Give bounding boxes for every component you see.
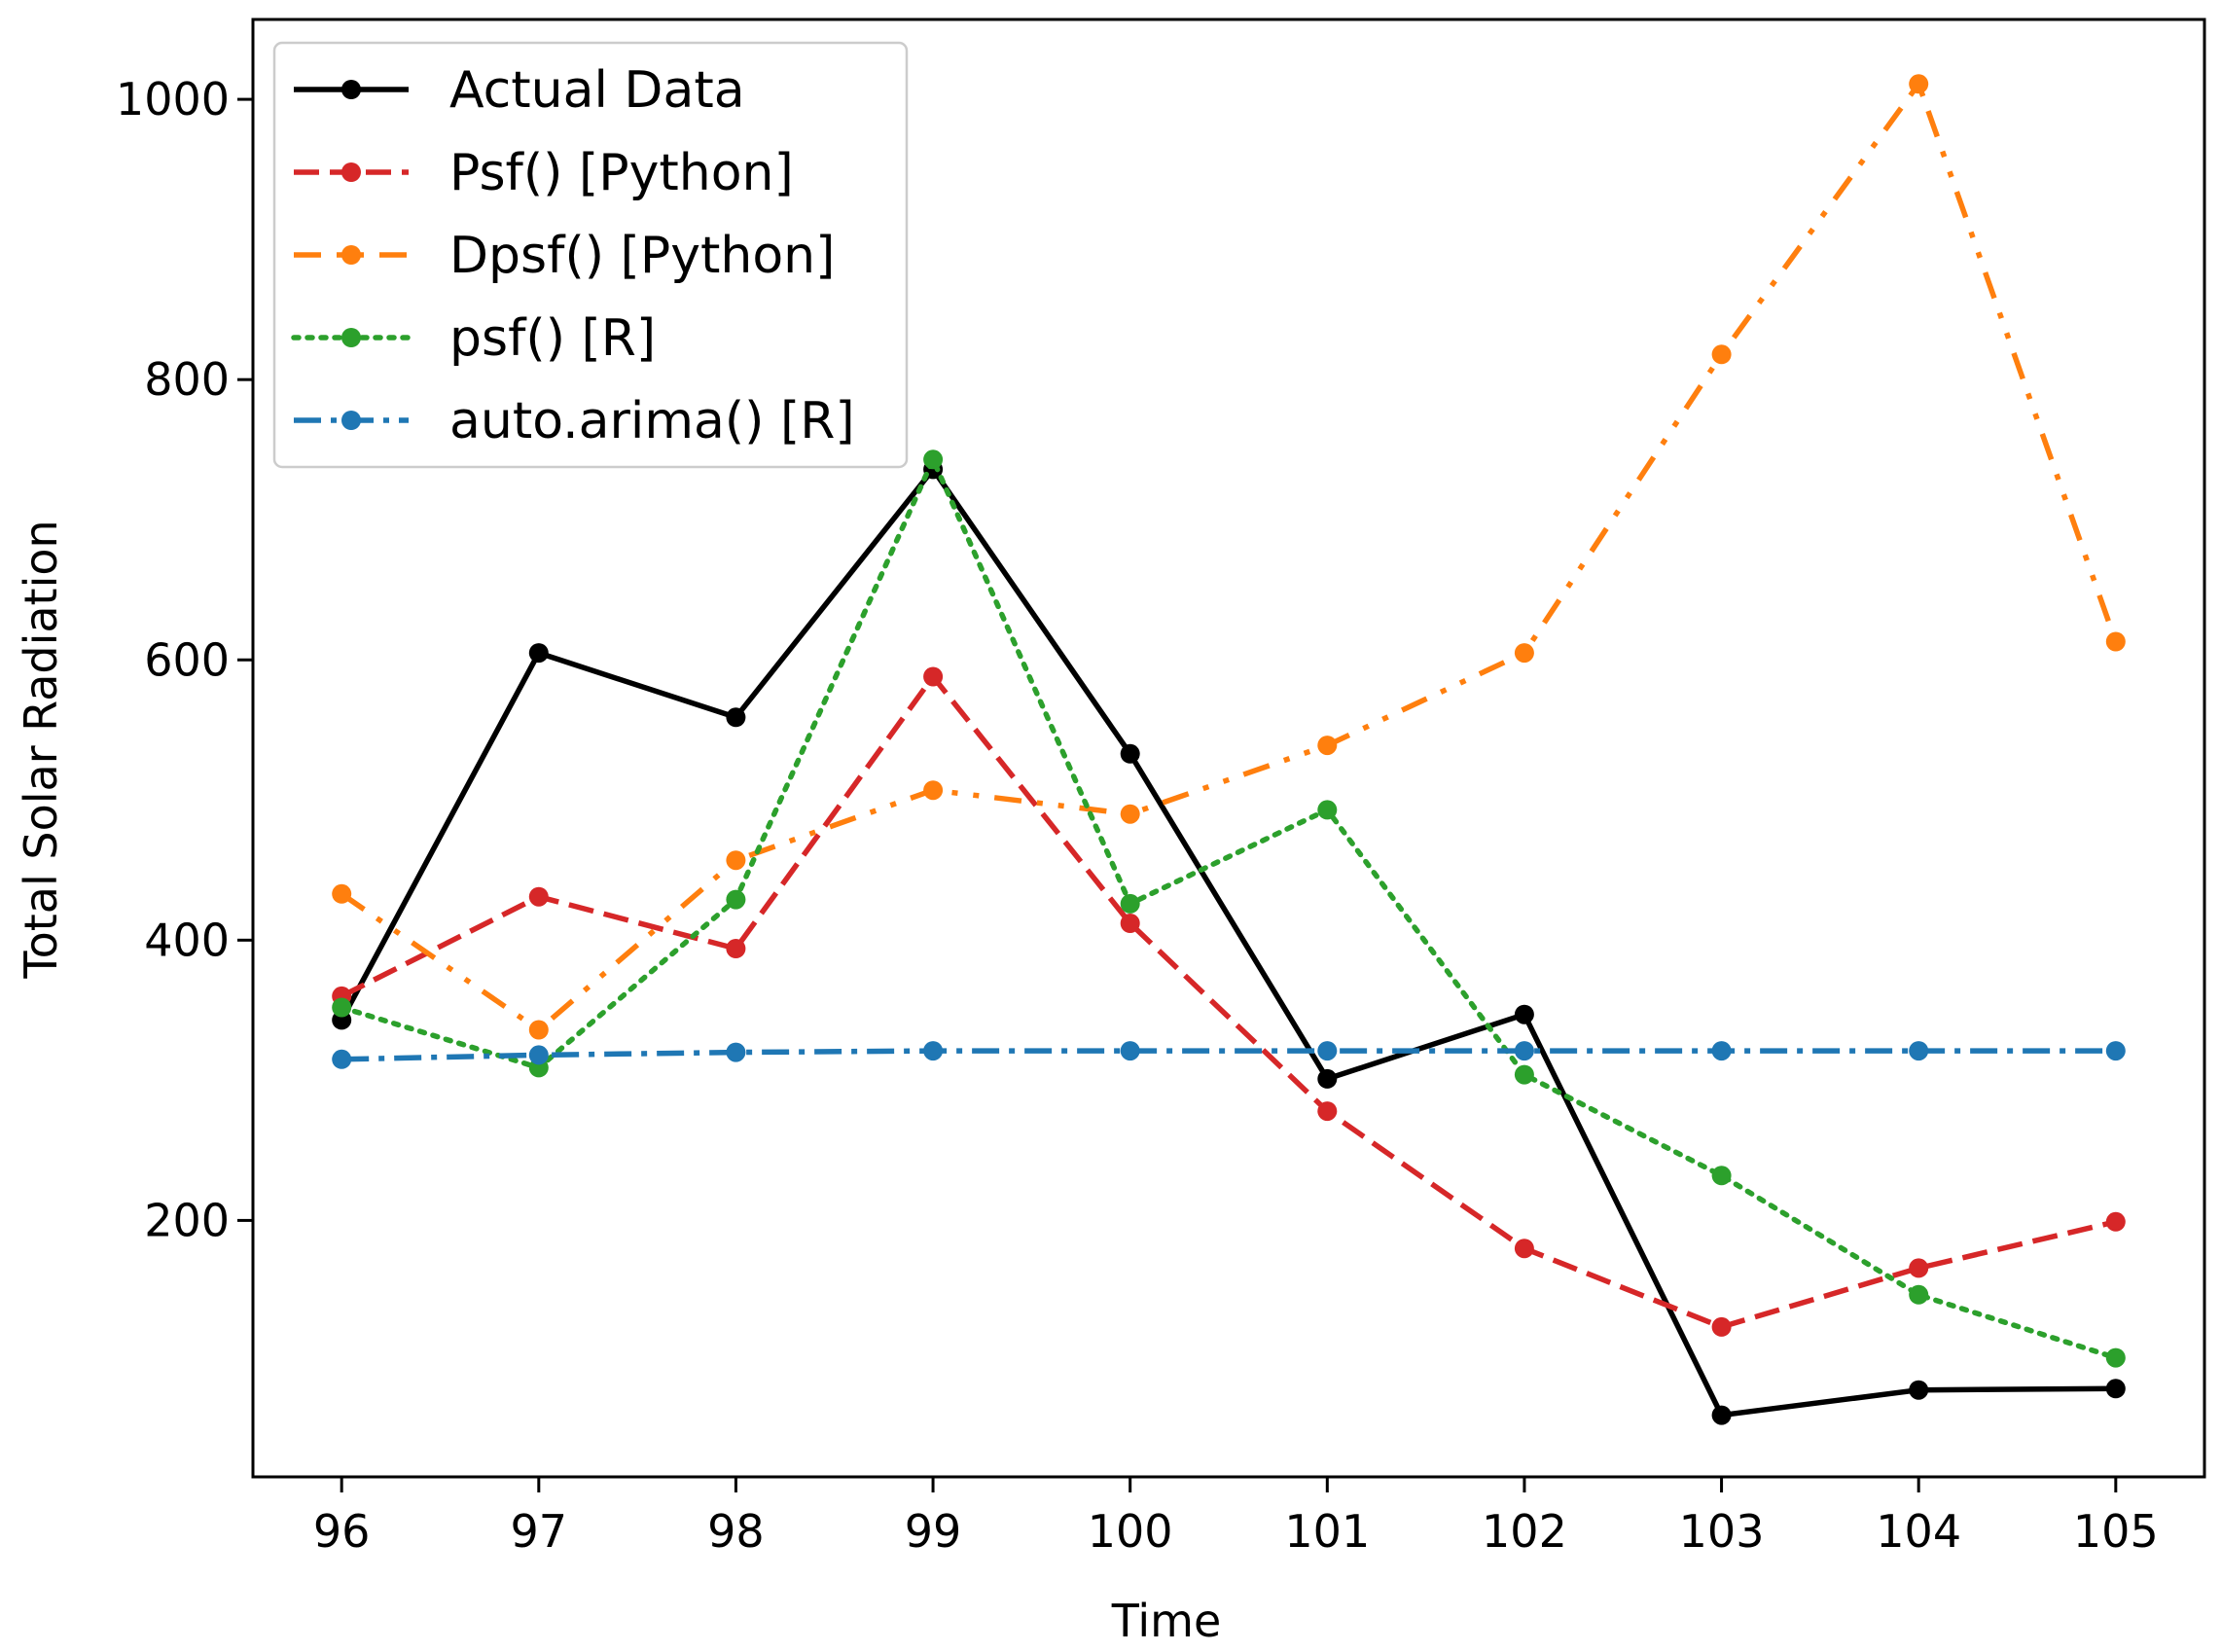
series-line-auto-arima-r [341, 1048, 2116, 1062]
legend-label: psf() [R] [449, 309, 656, 368]
legend-label: auto.arima() [R] [449, 392, 855, 450]
legend-label: Actual Data [449, 61, 745, 120]
series-auto-arima-r [332, 1041, 2126, 1069]
legend-box [272, 41, 909, 469]
data-point-psf-r-105 [2105, 1347, 2126, 1368]
data-point-psf-python-103 [1711, 1316, 1732, 1337]
data-point-auto-arima-r-102 [1514, 1041, 1534, 1061]
legend-entry-dpsf-python: Dpsf() [Python] [294, 227, 835, 285]
series-line-psf-r [339, 456, 2119, 1361]
data-point-auto-arima-r-97 [528, 1045, 549, 1065]
data-point-actual-data-98 [726, 707, 746, 728]
data-point-dpsf-python-99 [923, 780, 944, 801]
y-tick-label: 1000 [116, 73, 230, 126]
legend-entry-actual-data: Actual Data [294, 61, 745, 120]
series-line-dpsf-python [340, 81, 2119, 1033]
data-point-dpsf-python-100 [1120, 804, 1140, 824]
legend: Actual Data Psf() [Python] Dpsf() [Python]… [272, 41, 909, 469]
series-layer [332, 74, 2126, 1425]
y-axis-ticks: 200 400 600 800 1000 [116, 73, 253, 1246]
data-point-auto-arima-r-96 [332, 1049, 352, 1069]
data-point-dpsf-python-98 [726, 850, 746, 871]
data-point-psf-python-100 [1120, 914, 1140, 933]
series-line-actual-data [339, 466, 2116, 1419]
data-point-psf-python-99 [923, 666, 944, 687]
y-tick-label: 200 [144, 1194, 230, 1246]
data-point-psf-python-97 [528, 886, 549, 907]
data-point-dpsf-python-101 [1317, 736, 1338, 756]
series-line-psf-python [340, 673, 2117, 1330]
data-point-actual-data-97 [528, 643, 549, 664]
data-point-psf-r-96 [332, 997, 352, 1018]
x-axis-ticks: 96 97 98 99 100 101 102 103 104 105 [313, 1477, 2159, 1558]
series-psf-python [332, 666, 2126, 1337]
legend-swatch-marker [341, 80, 361, 99]
data-point-psf-python-101 [1317, 1101, 1338, 1122]
data-point-auto-arima-r-99 [923, 1041, 944, 1061]
x-tick-label: 99 [905, 1505, 962, 1558]
data-point-actual-data-102 [1514, 1004, 1534, 1024]
y-tick-label: 800 [144, 353, 230, 406]
x-tick-label: 96 [313, 1505, 371, 1558]
legend-swatch-marker [341, 245, 361, 265]
data-point-psf-r-102 [1514, 1064, 1534, 1085]
data-point-auto-arima-r-104 [1909, 1041, 1929, 1061]
legend-entry-psf-python: Psf() [Python] [294, 144, 794, 202]
data-point-psf-python-98 [726, 939, 746, 958]
data-point-dpsf-python-102 [1514, 643, 1534, 664]
y-tick-label: 600 [144, 633, 230, 686]
data-point-psf-python-105 [2105, 1211, 2126, 1232]
data-point-dpsf-python-104 [1909, 74, 1929, 94]
x-tick-label: 103 [1679, 1505, 1765, 1558]
legend-label: Psf() [Python] [449, 144, 794, 202]
y-axis-label: Total Solar Radiation [15, 520, 67, 979]
data-point-psf-r-101 [1317, 800, 1338, 820]
data-point-auto-arima-r-98 [726, 1042, 746, 1062]
legend-entries: Actual Data Psf() [Python] Dpsf() [Python]… [291, 61, 855, 450]
data-point-dpsf-python-96 [332, 883, 352, 904]
x-tick-label: 105 [2073, 1505, 2159, 1558]
data-point-dpsf-python-97 [528, 1020, 549, 1040]
legend-entry-psf-r: psf() [R] [291, 309, 656, 368]
data-point-dpsf-python-103 [1711, 344, 1732, 365]
x-tick-label: 97 [511, 1505, 568, 1558]
data-point-auto-arima-r-100 [1120, 1041, 1140, 1061]
data-point-psf-r-100 [1120, 893, 1140, 914]
legend-swatch-marker [341, 162, 361, 182]
data-point-auto-arima-r-101 [1317, 1041, 1338, 1061]
data-point-psf-r-103 [1711, 1166, 1732, 1186]
data-point-dpsf-python-105 [2105, 631, 2126, 652]
data-point-psf-python-104 [1909, 1258, 1929, 1278]
data-point-psf-python-102 [1514, 1239, 1534, 1259]
data-point-psf-r-104 [1909, 1284, 1929, 1305]
x-axis-label: Time [1111, 1595, 1222, 1647]
legend-label: Dpsf() [Python] [449, 227, 835, 285]
data-point-psf-r-98 [726, 889, 746, 910]
data-point-actual-data-104 [1909, 1380, 1929, 1400]
plot-frame [251, 18, 2206, 1479]
series-psf-r [332, 449, 2126, 1368]
data-point-actual-data-101 [1317, 1068, 1338, 1089]
data-point-actual-data-103 [1711, 1405, 1732, 1425]
x-tick-label: 101 [1284, 1505, 1370, 1558]
series-actual-data [332, 459, 2126, 1425]
x-tick-label: 100 [1088, 1505, 1173, 1558]
y-tick-label: 400 [144, 914, 230, 966]
legend-swatch-marker [341, 411, 361, 430]
data-point-psf-r-99 [923, 449, 944, 470]
legend-swatch-marker [341, 328, 361, 347]
x-tick-label: 102 [1482, 1505, 1567, 1558]
data-point-auto-arima-r-103 [1711, 1041, 1732, 1061]
x-tick-label: 98 [707, 1505, 765, 1558]
series-dpsf-python [332, 74, 2126, 1040]
legend-entry-auto-arima-r: auto.arima() [R] [294, 392, 855, 450]
data-point-actual-data-100 [1120, 743, 1140, 764]
data-point-auto-arima-r-105 [2105, 1041, 2126, 1061]
data-point-actual-data-105 [2105, 1379, 2126, 1399]
x-tick-label: 104 [1876, 1505, 1961, 1558]
